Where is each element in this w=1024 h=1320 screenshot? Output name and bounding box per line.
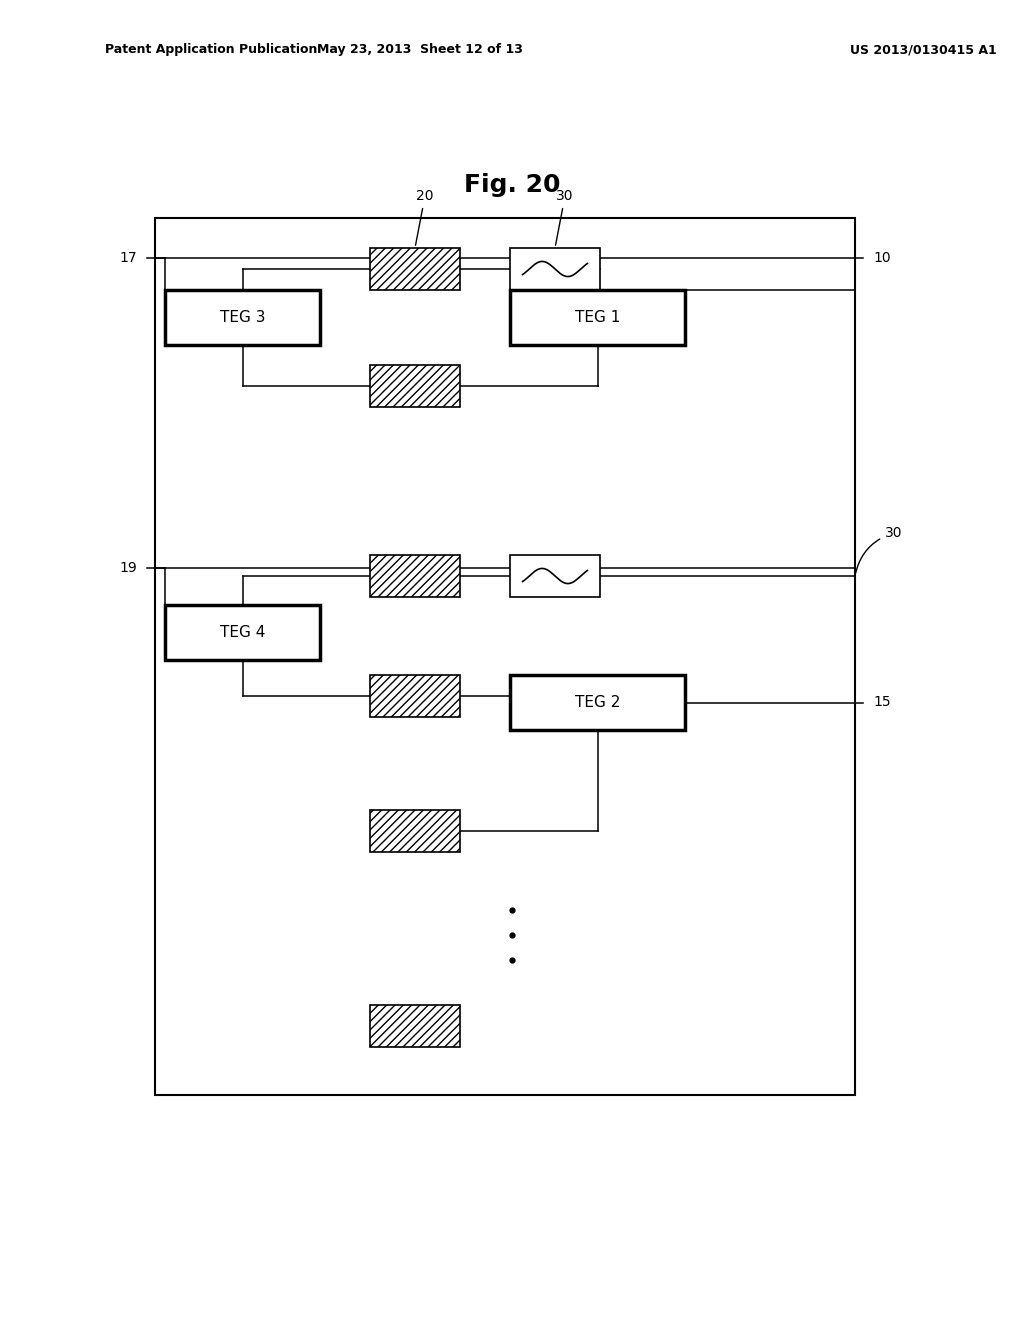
Bar (165, 605, 319, 660)
Text: Fig. 20: Fig. 20 (464, 173, 560, 197)
Text: Patent Application Publication: Patent Application Publication (105, 44, 317, 57)
Text: TEG 1: TEG 1 (574, 310, 621, 325)
Text: 15: 15 (873, 696, 891, 710)
Text: TEG 3: TEG 3 (220, 310, 265, 325)
Bar (510, 248, 600, 290)
Text: May 23, 2013  Sheet 12 of 13: May 23, 2013 Sheet 12 of 13 (317, 44, 523, 57)
Text: TEG 4: TEG 4 (220, 624, 265, 640)
Text: TEG 2: TEG 2 (574, 696, 621, 710)
Bar (370, 675, 460, 717)
Bar (155, 218, 855, 1096)
Bar (165, 290, 319, 345)
Text: 19: 19 (119, 561, 137, 576)
Bar (510, 290, 685, 345)
Text: 30: 30 (556, 189, 573, 246)
Text: 10: 10 (873, 251, 891, 265)
Bar (510, 554, 600, 597)
Bar (370, 1005, 460, 1047)
Bar (370, 366, 460, 407)
Text: US 2013/0130415 A1: US 2013/0130415 A1 (850, 44, 996, 57)
Text: 30: 30 (856, 525, 902, 573)
Bar (370, 810, 460, 851)
Bar (510, 675, 685, 730)
Text: 17: 17 (120, 251, 137, 265)
Bar (370, 248, 460, 290)
Bar (370, 554, 460, 597)
Text: 20: 20 (416, 189, 434, 246)
